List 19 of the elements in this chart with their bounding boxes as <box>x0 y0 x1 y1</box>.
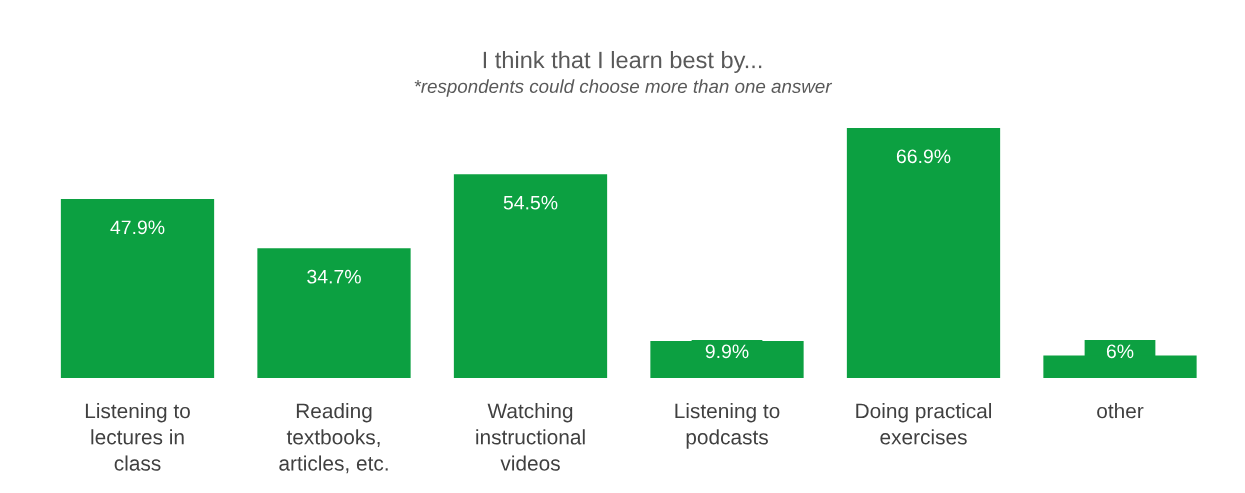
data-label: 54.5% <box>503 195 558 210</box>
chart-subtitle: *respondents could choose more than one answer <box>414 79 833 97</box>
x-tick-label: Listening to podcasts <box>675 403 780 449</box>
data-label: 6% <box>1106 344 1134 359</box>
bar <box>846 128 1001 378</box>
data-label: 66.9% <box>896 149 951 164</box>
x-tick-label: Watching instructional videos <box>476 403 585 471</box>
x-tick-label: Reading textbooks, articles, etc. <box>279 403 388 474</box>
data-label: 9.9% <box>705 344 749 359</box>
x-tick-label: Doing practical exercises <box>856 403 992 445</box>
bar <box>60 199 215 378</box>
data-label: 34.7% <box>307 269 361 284</box>
x-tick-label: other <box>1097 403 1144 419</box>
bar <box>257 248 411 378</box>
bar <box>650 341 804 378</box>
bar <box>453 174 608 378</box>
chart-title: I think that I learn best by... <box>483 51 762 74</box>
data-label: 47.9% <box>110 220 165 235</box>
x-tick-label: Listening to lectures in class <box>85 403 190 471</box>
